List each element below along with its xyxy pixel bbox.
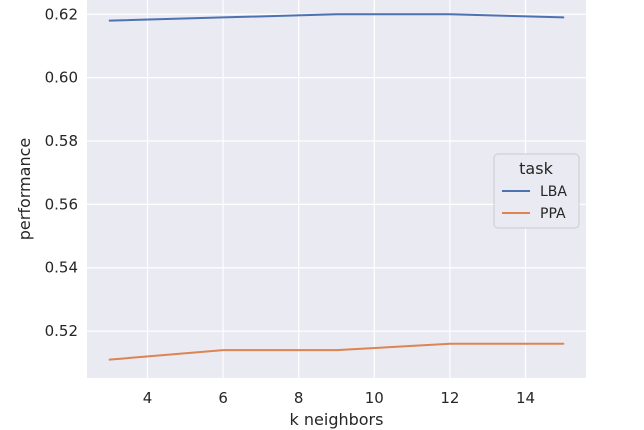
y-axis-label: performance bbox=[15, 138, 34, 240]
y-tick-label: 0.52 bbox=[45, 322, 78, 340]
y-tick-label: 0.62 bbox=[45, 5, 78, 23]
y-tick-label: 0.60 bbox=[45, 69, 78, 87]
x-tick-label: 8 bbox=[294, 389, 304, 407]
series-line-ppa bbox=[108, 342, 565, 361]
x-tick-label: 6 bbox=[218, 389, 228, 407]
x-tick-label: 14 bbox=[516, 389, 535, 407]
y-tick-label: 0.58 bbox=[45, 132, 78, 150]
legend-box bbox=[493, 153, 580, 229]
y-tick-label: 0.56 bbox=[45, 195, 78, 213]
legend: task LBA PPA bbox=[493, 153, 580, 229]
series-lines bbox=[108, 13, 565, 361]
y-tick-labels: 0.52 0.54 0.56 0.58 0.60 0.62 bbox=[45, 5, 78, 340]
series-line-lba bbox=[108, 13, 565, 22]
x-tick-labels: 4 6 8 10 12 14 bbox=[143, 389, 535, 407]
x-tick-label: 10 bbox=[365, 389, 384, 407]
legend-label-ppa: PPA bbox=[540, 206, 566, 222]
x-axis-label: k neighbors bbox=[290, 410, 384, 429]
y-tick-label: 0.54 bbox=[45, 259, 78, 277]
x-tick-label: 4 bbox=[143, 389, 153, 407]
x-tick-label: 12 bbox=[440, 389, 459, 407]
legend-label-lba: LBA bbox=[540, 184, 567, 200]
grid bbox=[87, 0, 586, 378]
legend-title: task bbox=[519, 159, 553, 178]
